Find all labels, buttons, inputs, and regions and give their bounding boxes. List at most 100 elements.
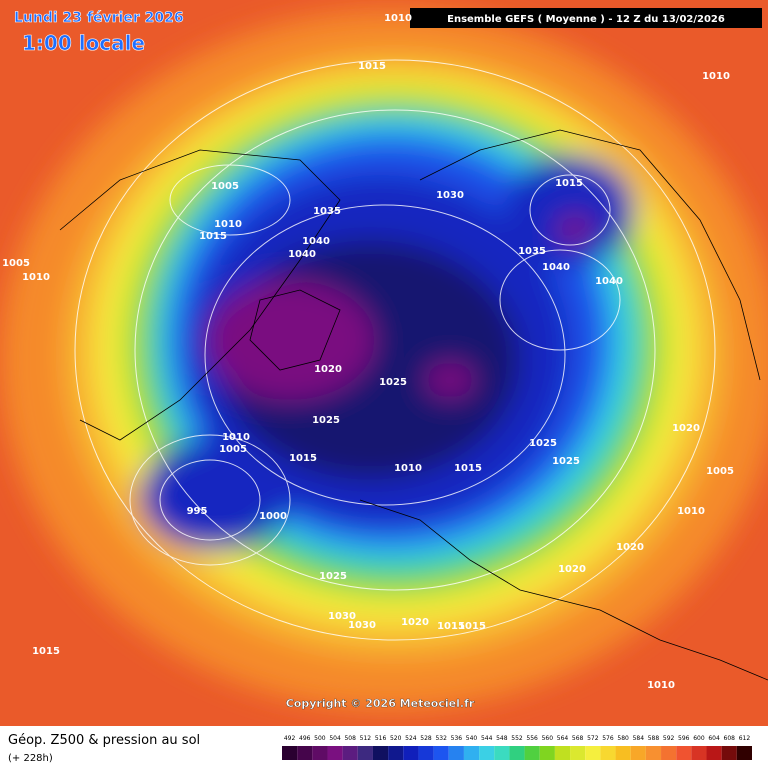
- scale-label: 532: [435, 735, 447, 742]
- scale-swatch: [448, 746, 464, 760]
- scale-swatch: [706, 746, 722, 760]
- scale-label: 516: [375, 735, 387, 742]
- date-text: Lundi 23 février 2026: [14, 10, 184, 26]
- copyright: Copyright © 2026 Meteociel.fr: [286, 697, 475, 710]
- isobar-label: 1005: [219, 444, 247, 455]
- scale-swatch: [403, 746, 419, 760]
- color-scale: 492 496 500 504 508 512 516 520 524 528 532 536 540 5…: [282, 735, 752, 760]
- scale-label: 492: [284, 735, 296, 742]
- isobar-label: 1015: [358, 61, 386, 72]
- isobar-label: 1025: [529, 438, 557, 449]
- isobar-label: 1010: [384, 13, 412, 24]
- isobar-label: 1030: [328, 611, 356, 622]
- isobar-label: 1015: [437, 621, 465, 632]
- scale-swatch: [357, 746, 373, 760]
- scale-swatch: [691, 746, 707, 760]
- isobar-label: 1030: [348, 620, 376, 631]
- isobar-label: 1040: [542, 262, 570, 273]
- isobar-label: 1020: [672, 423, 700, 434]
- scale-label: 564: [557, 735, 569, 742]
- scale-label: 500: [314, 735, 326, 742]
- scale-label: 504: [329, 735, 341, 742]
- scale-swatch: [463, 746, 480, 760]
- scale-label: 540: [466, 735, 478, 742]
- isobar-label: 1005: [211, 181, 239, 192]
- scale-label: 580: [617, 735, 629, 742]
- isobar-label: 1040: [595, 276, 623, 287]
- isobar-label: 1015: [289, 453, 317, 464]
- scale-swatch: [661, 746, 677, 760]
- isobar-label: 1025: [379, 377, 407, 388]
- model-text: Ensemble GEFS ( Moyenne ) - 12 Z du 13/0…: [447, 14, 725, 25]
- scale-swatch: [524, 746, 540, 760]
- isobar-label: 1010: [394, 463, 422, 474]
- scale-label: 592: [663, 735, 675, 742]
- scale-swatch: [372, 746, 389, 760]
- isobar-label: 1015: [458, 621, 486, 632]
- scale-swatch: [342, 746, 358, 760]
- scale-swatch: [736, 746, 752, 760]
- isobar-label: 1020: [314, 364, 342, 375]
- time-text: 1:00 locale: [22, 31, 145, 55]
- isobar-label: 1010: [222, 432, 250, 443]
- scale-label: 508: [344, 735, 356, 742]
- scale-label: 588: [648, 735, 660, 742]
- isobar-label: 1035: [518, 246, 546, 257]
- scale-swatch: [327, 746, 343, 760]
- scale-label: 552: [511, 735, 523, 742]
- isobar-labels: 1010101510101005101010151035104010401030…: [2, 13, 734, 691]
- scale-label: 572: [587, 735, 599, 742]
- isobar-label: 1025: [552, 456, 580, 467]
- scale-label: 524: [405, 735, 417, 742]
- scale-swatch: [297, 746, 313, 760]
- isobar-label: 1025: [312, 415, 340, 426]
- isobar-label: 1015: [555, 178, 583, 189]
- isobar-label: 1020: [401, 617, 429, 628]
- isobar-label: 1010: [22, 272, 50, 283]
- scale-label: 608: [724, 735, 736, 742]
- scale-swatch: [312, 746, 328, 760]
- scale-swatch: [494, 746, 510, 760]
- scale-label: 496: [299, 735, 311, 742]
- scale-label: 568: [572, 735, 584, 742]
- scale-swatch: [721, 746, 737, 760]
- isobar-label: 1010: [647, 680, 675, 691]
- isobar-label: 1000: [259, 511, 287, 522]
- isobar-label: 1010: [702, 71, 730, 82]
- isobar-label: 1025: [319, 571, 347, 582]
- scale-label: 604: [708, 735, 720, 742]
- footer-title: Géop. Z500 & pression au sol: [8, 733, 200, 748]
- scale-swatch: [645, 746, 662, 760]
- isobar-label: 995: [187, 506, 208, 517]
- scale-swatch: [388, 746, 404, 760]
- isobar-label: 1035: [313, 206, 341, 217]
- scale-swatch: [600, 746, 616, 760]
- scale-label: 584: [633, 735, 645, 742]
- scale-label: 596: [678, 735, 690, 742]
- scale-label: 544: [481, 735, 493, 742]
- isobar-label: 1015: [32, 646, 60, 657]
- scale-label: 600: [693, 735, 705, 742]
- scale-swatch: [554, 746, 571, 760]
- scale-label: 576: [602, 735, 614, 742]
- isobar-label: 1015: [199, 231, 227, 242]
- scale-label: 528: [420, 735, 432, 742]
- isobar-label: 1020: [558, 564, 586, 575]
- scale-swatch: [615, 746, 631, 760]
- scale-swatch: [479, 746, 495, 760]
- scale-label: 556: [526, 735, 538, 742]
- scale-label: 520: [390, 735, 402, 742]
- scale-swatch: [433, 746, 449, 760]
- scale-label: 548: [496, 735, 508, 742]
- footer-lead: (+ 228h): [8, 753, 53, 764]
- scale-label: 512: [360, 735, 372, 742]
- scale-swatch: [585, 746, 601, 760]
- isobar-label: 1010: [677, 506, 705, 517]
- scale-label: 560: [542, 735, 554, 742]
- scale-label: 536: [451, 735, 463, 742]
- scale-swatch: [630, 746, 646, 760]
- isobar-label: 1030: [436, 190, 464, 201]
- scale-swatch: [539, 746, 555, 760]
- scale-swatch: [282, 746, 298, 760]
